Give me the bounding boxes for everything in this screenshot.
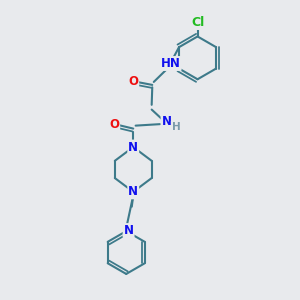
Text: N: N <box>128 140 138 154</box>
Text: HN: HN <box>161 57 181 70</box>
Text: O: O <box>128 75 138 88</box>
Text: N: N <box>128 185 138 198</box>
Text: N: N <box>161 115 172 128</box>
Text: N: N <box>124 224 134 237</box>
Text: H: H <box>172 122 180 131</box>
Text: Cl: Cl <box>191 16 204 29</box>
Text: O: O <box>109 118 119 131</box>
